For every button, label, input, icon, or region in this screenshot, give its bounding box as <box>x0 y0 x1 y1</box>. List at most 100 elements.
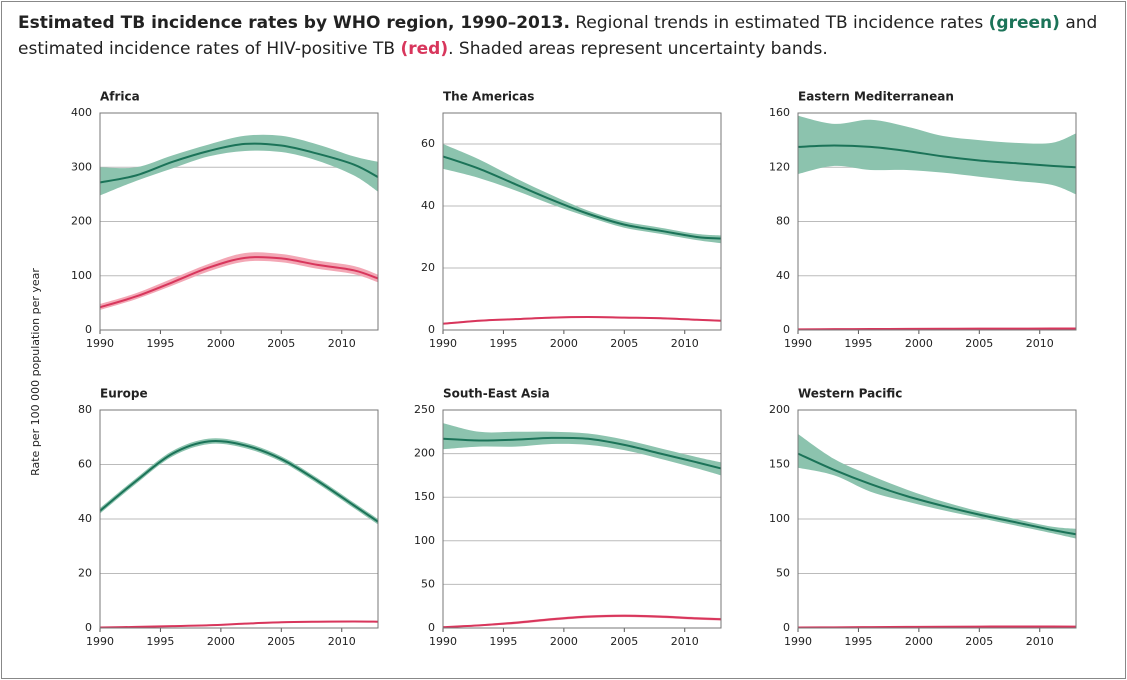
panel-title: Africa <box>100 90 140 104</box>
y-tick-label: 200 <box>414 447 435 460</box>
x-tick-label: 2005 <box>965 337 993 350</box>
y-tick-label: 100 <box>71 269 92 282</box>
x-tick-label: 2000 <box>905 635 933 648</box>
uncertainty-band <box>443 614 721 628</box>
x-tick-label: 1995 <box>489 635 517 648</box>
x-tick-label: 1995 <box>844 337 872 350</box>
x-tick-label: 1990 <box>86 635 114 648</box>
x-tick-label: 2005 <box>267 337 295 350</box>
panel-title: Western Pacific <box>798 387 902 401</box>
trend-line <box>797 327 1077 331</box>
y-tick-label: 400 <box>71 106 92 119</box>
plot-frame <box>797 409 1077 629</box>
plot-frame <box>797 112 1077 331</box>
x-tick-label: 1995 <box>844 635 872 648</box>
plot-frame <box>99 112 379 331</box>
x-tick-label: 1990 <box>429 635 457 648</box>
trend-line <box>442 436 722 470</box>
y-tick-label: 20 <box>78 567 92 580</box>
x-tick-label: 2005 <box>267 635 295 648</box>
x-tick-label: 2000 <box>207 337 235 350</box>
x-tick-label: 1995 <box>146 635 174 648</box>
green-label: (green) <box>988 13 1060 33</box>
y-tick-label: 200 <box>71 215 92 228</box>
x-tick-label: 1990 <box>784 337 812 350</box>
header-text: and estimated incidence rates of HIV-pos… <box>18 13 1098 59</box>
panel-title: Europe <box>100 387 148 401</box>
y-tick-label: 50 <box>421 577 435 590</box>
header-text: . Shaded areas represent uncertainty ban… <box>448 39 828 59</box>
y-tick-label: 0 <box>783 621 790 634</box>
uncertainty-band <box>100 438 378 525</box>
x-tick-label: 2005 <box>610 635 638 648</box>
x-tick-label: 1995 <box>146 337 174 350</box>
trend-line <box>99 620 379 629</box>
y-axis-label: Rate per 100 000 population per year <box>29 268 42 476</box>
y-tick-label: 0 <box>428 323 435 336</box>
trend-line <box>99 439 379 523</box>
uncertainty-band <box>100 252 378 310</box>
trend-line <box>99 256 379 309</box>
x-tick-label: 2005 <box>965 635 993 648</box>
y-tick-label: 200 <box>769 403 790 416</box>
y-tick-label: 160 <box>769 106 790 119</box>
y-tick-label: 120 <box>769 160 790 173</box>
x-tick-label: 1990 <box>429 337 457 350</box>
x-tick-label: 2010 <box>328 337 356 350</box>
red-label: (red) <box>400 39 449 59</box>
y-tick-label: 100 <box>769 512 790 525</box>
header: Estimated TB incidence rates by WHO regi… <box>18 10 1108 62</box>
y-tick-label: 60 <box>421 137 435 150</box>
plot-frame <box>442 112 722 331</box>
y-tick-label: 80 <box>78 403 92 416</box>
x-tick-label: 2010 <box>1026 635 1054 648</box>
header-title: Estimated TB incidence rates by WHO regi… <box>18 13 570 33</box>
x-tick-label: 2000 <box>207 635 235 648</box>
y-tick-label: 300 <box>71 160 92 173</box>
y-tick-label: 0 <box>85 323 92 336</box>
x-tick-label: 1990 <box>86 337 114 350</box>
y-tick-label: 0 <box>783 323 790 336</box>
uncertainty-band <box>100 134 378 196</box>
x-tick-label: 1995 <box>489 337 517 350</box>
trend-line <box>797 144 1077 169</box>
y-tick-label: 0 <box>428 621 435 634</box>
uncertainty-band <box>443 144 721 244</box>
y-tick-label: 40 <box>78 512 92 525</box>
y-tick-label: 80 <box>776 215 790 228</box>
trend-line <box>797 625 1077 629</box>
plot-frame <box>99 409 379 629</box>
uncertainty-band <box>443 423 721 476</box>
y-tick-label: 100 <box>414 534 435 547</box>
y-tick-label: 40 <box>776 269 790 282</box>
trend-line <box>797 452 1077 536</box>
panel-title: South-East Asia <box>443 387 550 401</box>
y-tick-label: 60 <box>78 458 92 471</box>
y-tick-label: 0 <box>85 621 92 634</box>
x-tick-label: 2000 <box>550 337 578 350</box>
panel-title: Eastern Mediterranean <box>798 90 954 104</box>
y-tick-label: 150 <box>414 490 435 503</box>
y-tick-label: 150 <box>769 458 790 471</box>
y-tick-label: 40 <box>421 199 435 212</box>
trend-line <box>442 155 722 240</box>
x-tick-label: 2005 <box>610 337 638 350</box>
x-tick-label: 2010 <box>1026 337 1054 350</box>
x-tick-label: 2000 <box>550 635 578 648</box>
y-tick-label: 20 <box>421 261 435 274</box>
panel-title: The Americas <box>443 90 534 104</box>
x-tick-label: 2010 <box>671 337 699 350</box>
uncertainty-band <box>798 433 1076 539</box>
y-tick-label: 250 <box>414 403 435 416</box>
trend-line <box>442 614 722 629</box>
x-tick-label: 2000 <box>905 337 933 350</box>
header-text: Regional trends in estimated TB incidenc… <box>575 13 984 33</box>
trend-line <box>99 142 379 184</box>
y-tick-label: 50 <box>776 567 790 580</box>
x-tick-label: 2010 <box>328 635 356 648</box>
plot-frame <box>442 409 722 629</box>
x-tick-label: 2010 <box>671 635 699 648</box>
x-tick-label: 1990 <box>784 635 812 648</box>
